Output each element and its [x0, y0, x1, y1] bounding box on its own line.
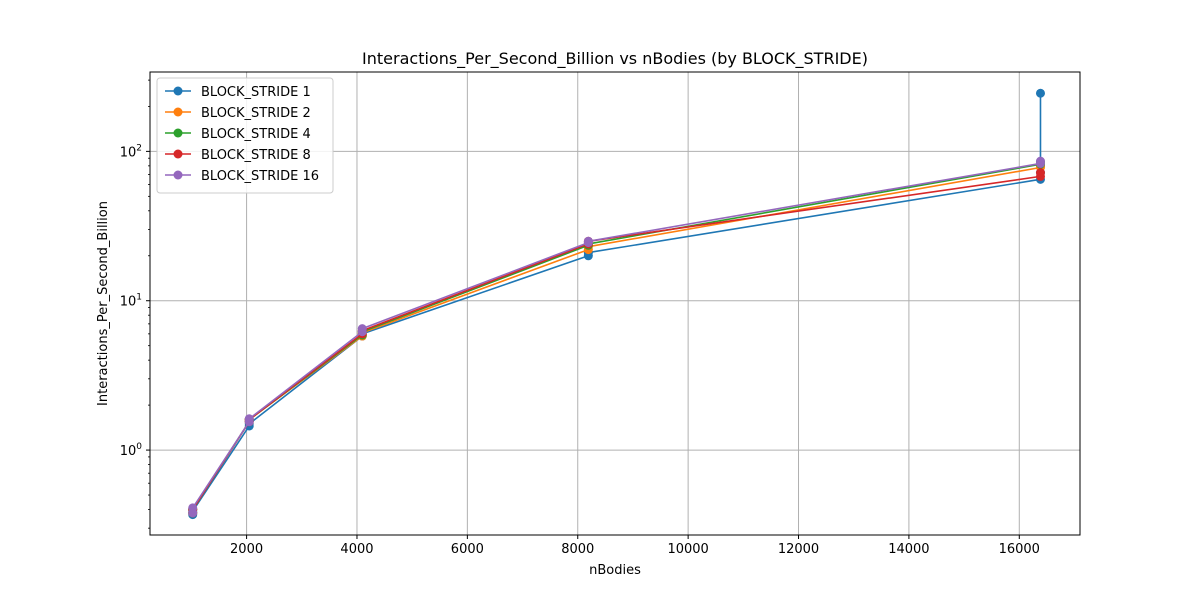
x-tick-label: 8000 [561, 542, 594, 557]
chart-title: Interactions_Per_Second_Billion vs nBodi… [362, 49, 868, 69]
legend-label: BLOCK_STRIDE 2 [201, 106, 311, 121]
legend: BLOCK_STRIDE 1 BLOCK_STRIDE 2 BLOCK_STRIDE… [156, 77, 334, 194]
x-tick-label: 12000 [778, 542, 819, 557]
legend-label: BLOCK_STRIDE 8 [201, 148, 311, 163]
legend-item: BLOCK_STRIDE 16 [165, 169, 319, 184]
y-tick-label: 100 [120, 442, 143, 459]
ticks: 2000 4000 6000 8000 10000 12000 14000 16000 100 1… [120, 79, 1040, 557]
x-tick-label: 6000 [451, 542, 484, 557]
plot-frame [149, 71, 1081, 536]
data-point [1035, 88, 1045, 98]
y-axis-label: Interactions_Per_Second_Billion [96, 201, 111, 406]
legend-marker [173, 149, 183, 159]
data-point [357, 324, 367, 334]
y-tick-label: 102 [120, 143, 142, 160]
x-tick-label: 16000 [999, 542, 1040, 557]
legend-item: BLOCK_STRIDE 1 [165, 85, 311, 100]
x-tick-label: 14000 [888, 542, 929, 557]
legend-marker [173, 170, 183, 180]
legend-item: BLOCK_STRIDE 8 [165, 148, 311, 163]
legend-label: BLOCK_STRIDE 16 [201, 169, 319, 184]
legend-box [156, 77, 334, 194]
x-tick-label: 4000 [340, 542, 373, 557]
legend-label: BLOCK_STRIDE 4 [201, 127, 311, 142]
legend-item: BLOCK_STRIDE 4 [165, 127, 311, 142]
data-point [1035, 156, 1045, 166]
data-point [1035, 168, 1045, 178]
series-layer [188, 88, 1045, 520]
y-tick-label: 101 [120, 293, 142, 310]
data-point [188, 503, 198, 513]
legend-marker [173, 128, 183, 138]
data-point [583, 236, 593, 246]
data-point [244, 414, 254, 424]
x-axis-label: nBodies [589, 563, 641, 578]
legend-label: BLOCK_STRIDE 1 [201, 85, 311, 100]
series-5 [188, 156, 1045, 518]
legend-marker [173, 107, 183, 117]
x-tick-label: 2000 [230, 542, 263, 557]
legend-item: BLOCK_STRIDE 2 [165, 106, 311, 121]
x-tick-label: 10000 [667, 542, 708, 557]
legend-marker [173, 86, 183, 96]
